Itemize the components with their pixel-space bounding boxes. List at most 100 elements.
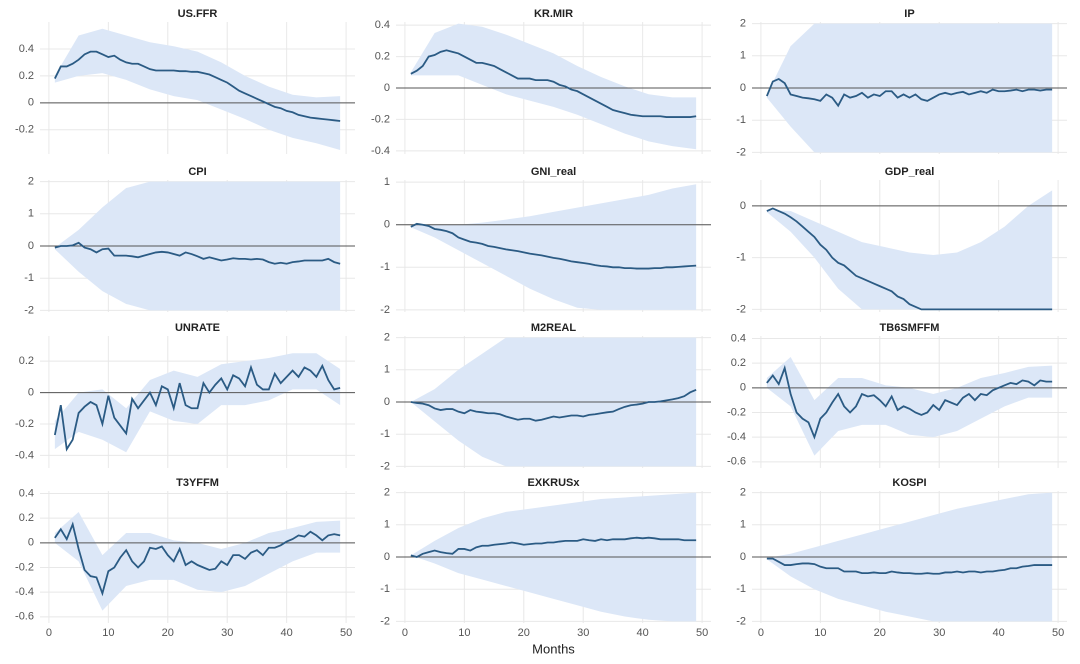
y-tick-label: -1 xyxy=(736,252,746,264)
x-tick-label: 50 xyxy=(1052,627,1064,639)
x-tick-label: 0 xyxy=(402,627,408,639)
subplot: CPI -2 -1 0 1 2 xyxy=(24,166,355,316)
irf-line xyxy=(53,363,341,452)
subplot: KOSPI 0 10 20 30 40 50 -2 -1 0 1 2 xyxy=(736,477,1067,639)
x-tick-label: 40 xyxy=(281,627,293,639)
irf-line xyxy=(410,536,697,558)
plot-area xyxy=(752,23,1067,153)
plot-area xyxy=(396,337,711,467)
x-axis-label: Months xyxy=(532,641,575,656)
y-tick-label: -0.2 xyxy=(727,406,746,418)
y-tick-label: 0.4 xyxy=(731,332,746,344)
irf-line xyxy=(410,49,697,118)
subplot-title: CPI xyxy=(188,166,206,178)
plot-area xyxy=(40,353,355,453)
plot-area xyxy=(40,181,355,311)
y-tick-label: 1 xyxy=(384,176,390,188)
y-tick-label: -0.6 xyxy=(15,611,34,623)
confidence-band xyxy=(54,511,341,611)
subplot-title: EXKRUSx xyxy=(528,477,581,489)
subplot-title: IP xyxy=(904,8,914,20)
y-tick-label: -1 xyxy=(736,114,746,126)
y-tick-label: 0 xyxy=(384,82,390,94)
irf-line xyxy=(766,364,1053,440)
irf-line xyxy=(410,222,697,270)
subplot: T3YFFM 0 10 20 30 40 50 -0.6 -0.4 -0.2 0 0.2 0.4 xyxy=(15,477,355,639)
plot-area xyxy=(40,511,355,611)
x-tick-label: 20 xyxy=(162,627,174,639)
plot-area xyxy=(40,28,355,150)
x-tick-label: 0 xyxy=(758,627,764,639)
y-tick-label: 0 xyxy=(28,537,34,549)
y-tick-label: -2 xyxy=(380,304,390,316)
y-tick-label: -0.4 xyxy=(15,586,34,598)
y-tick-label: 0.2 xyxy=(731,357,746,369)
y-tick-label: 0 xyxy=(28,97,34,109)
y-tick-label: 1 xyxy=(384,364,390,376)
subplot: IP -2 -1 0 1 2 xyxy=(736,8,1067,158)
confidence-band xyxy=(766,356,1053,456)
confidence-band xyxy=(410,184,697,310)
y-tick-label: 0 xyxy=(740,82,746,94)
y-tick-label: 0 xyxy=(28,386,34,398)
x-tick-label: 50 xyxy=(340,627,352,639)
y-tick-label: -2 xyxy=(736,303,746,315)
subplot-title: UNRATE xyxy=(175,322,220,334)
y-tick-label: 0.2 xyxy=(19,512,34,524)
y-tick-label: 0 xyxy=(384,396,390,408)
y-tick-label: 1 xyxy=(384,519,390,531)
y-tick-label: 0.2 xyxy=(19,355,34,367)
y-tick-label: 1 xyxy=(28,208,34,220)
irf-line xyxy=(766,557,1053,575)
irf-line xyxy=(54,50,341,122)
x-tick-label: 30 xyxy=(221,627,233,639)
y-tick-label: 0 xyxy=(384,551,390,563)
y-tick-label: -1 xyxy=(24,272,34,284)
y-tick-label: 2 xyxy=(740,487,746,499)
irf-line xyxy=(410,388,697,422)
subplot: GNI_real -2 -1 0 1 xyxy=(380,166,711,316)
subplot: US.FFR -0.2 0 0.2 0.4 xyxy=(15,8,355,154)
plot-area xyxy=(396,23,711,150)
subplot: GDP_real -2 -1 0 xyxy=(736,166,1067,315)
x-tick-label: 10 xyxy=(458,627,470,639)
y-tick-label: 0 xyxy=(28,240,34,252)
confidence-band xyxy=(410,23,697,150)
x-tick-label: 10 xyxy=(814,627,826,639)
y-tick-label: 2 xyxy=(384,487,390,499)
y-tick-label: 0.4 xyxy=(375,19,390,31)
y-tick-label: -0.2 xyxy=(15,418,34,430)
confidence-band xyxy=(54,353,341,453)
subplot-title: KR.MIR xyxy=(534,8,573,20)
y-tick-label: 1 xyxy=(740,519,746,531)
y-tick-label: 0 xyxy=(740,382,746,394)
y-tick-label: 0.2 xyxy=(375,50,390,62)
y-tick-label: 0 xyxy=(740,200,746,212)
plot-area xyxy=(396,492,711,622)
subplot-title: T3YFFM xyxy=(176,477,219,489)
y-tick-label: -0.4 xyxy=(371,145,390,157)
subplot: KR.MIR -0.4 -0.2 0 0.2 0.4 xyxy=(371,8,711,157)
subplot-title: KOSPI xyxy=(892,477,926,489)
subplot-title: TB6SMFFM xyxy=(880,322,940,334)
y-tick-label: 0.4 xyxy=(19,487,34,499)
y-tick-label: 2 xyxy=(28,176,34,188)
confidence-band xyxy=(766,190,1053,310)
x-tick-label: 20 xyxy=(874,627,886,639)
y-tick-label: -1 xyxy=(380,583,390,595)
confidence-band xyxy=(54,28,341,150)
plot-area xyxy=(396,184,711,310)
y-tick-label: -1 xyxy=(380,261,390,273)
y-tick-label: -1 xyxy=(736,583,746,595)
x-tick-label: 20 xyxy=(518,627,530,639)
y-tick-label: -2 xyxy=(380,615,390,627)
x-tick-label: 40 xyxy=(637,627,649,639)
irf-line xyxy=(766,77,1053,108)
y-tick-label: 0 xyxy=(740,551,746,563)
subplot-title: US.FFR xyxy=(178,8,218,20)
irf-line xyxy=(766,207,1053,311)
x-tick-label: 0 xyxy=(46,627,52,639)
x-tick-label: 10 xyxy=(102,627,114,639)
x-tick-label: 40 xyxy=(993,627,1005,639)
